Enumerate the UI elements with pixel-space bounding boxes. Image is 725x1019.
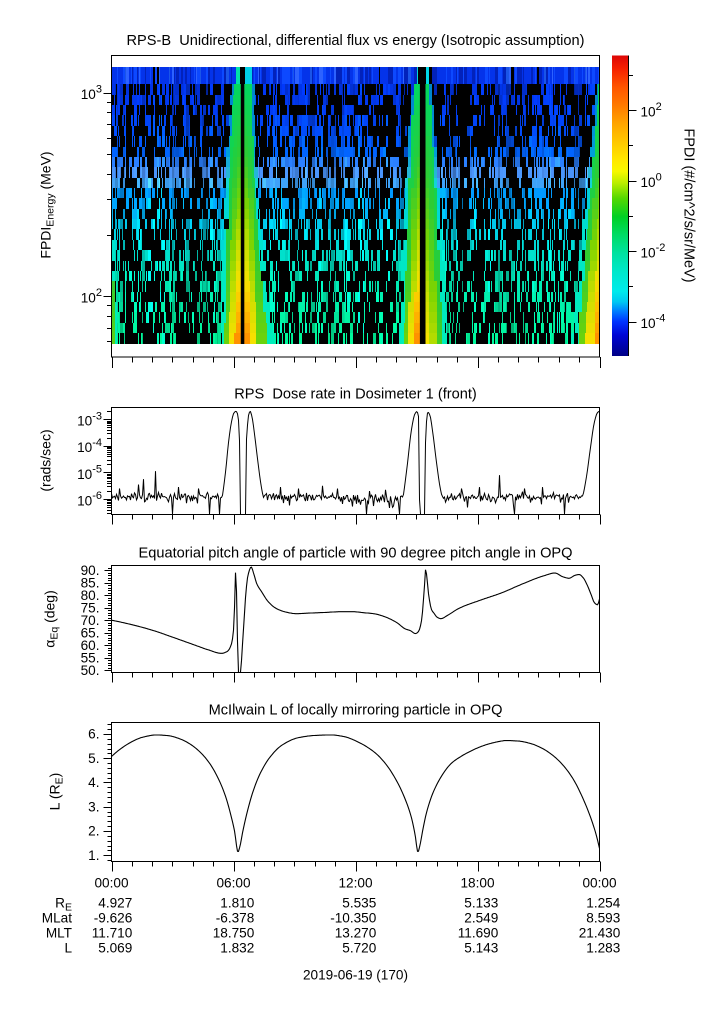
svg-text:65.: 65.	[81, 625, 100, 640]
svg-text:10-3: 10-3	[77, 410, 102, 428]
svg-text:00:00: 00:00	[94, 876, 128, 891]
svg-text:L (RE): L (RE)	[47, 773, 66, 811]
svg-text:(rads/sec): (rads/sec)	[38, 429, 54, 491]
svg-text:3.: 3.	[88, 799, 99, 814]
svg-text:60.: 60.	[81, 638, 100, 653]
svg-text:6.: 6.	[88, 727, 99, 742]
svg-text:85.: 85.	[81, 575, 100, 590]
svg-text:11.690: 11.690	[458, 926, 499, 941]
svg-text:2.: 2.	[88, 824, 99, 839]
svg-text:18:00: 18:00	[460, 876, 494, 891]
svg-text:103: 103	[81, 84, 102, 102]
svg-text:1.: 1.	[88, 848, 99, 863]
svg-text:5.720: 5.720	[342, 941, 376, 956]
svg-text:102: 102	[81, 287, 102, 305]
svg-text:Equatorial pitch angle of part: Equatorial pitch angle of particle with …	[138, 546, 572, 562]
svg-text:-10.350: -10.350	[330, 911, 377, 926]
svg-text:RPS-B Unidirectional, differe: RPS-B Unidirectional, differential flux …	[126, 33, 584, 49]
svg-text:10-2: 10-2	[641, 242, 666, 260]
svg-text:1.254: 1.254	[586, 896, 620, 911]
svg-text:αEq (deg): αEq (deg)	[42, 590, 61, 648]
svg-text:5.535: 5.535	[342, 896, 376, 911]
svg-text:MLT: MLT	[46, 926, 72, 941]
svg-text:2019-06-19 (170): 2019-06-19 (170)	[303, 968, 408, 983]
svg-text:5.069: 5.069	[98, 941, 132, 956]
svg-text:10-4: 10-4	[77, 437, 102, 455]
svg-text:5.: 5.	[88, 751, 99, 766]
svg-text:00:00: 00:00	[582, 876, 616, 891]
svg-text:5.143: 5.143	[464, 941, 498, 956]
svg-text:-6.378: -6.378	[216, 911, 255, 926]
svg-text:4.: 4.	[88, 775, 99, 790]
svg-text:100: 100	[641, 172, 662, 190]
svg-text:10-6: 10-6	[77, 490, 102, 508]
svg-text:4.927: 4.927	[98, 896, 132, 911]
svg-text:McIlwain L of locally mirrorin: McIlwain L of locally mirroring particle…	[209, 703, 503, 719]
svg-text:12:00: 12:00	[338, 876, 372, 891]
svg-text:10-4: 10-4	[641, 313, 666, 331]
svg-text:80.: 80.	[81, 588, 100, 603]
svg-text:1.283: 1.283	[586, 941, 620, 956]
svg-text:2.549: 2.549	[464, 911, 498, 926]
svg-text:10-5: 10-5	[77, 464, 102, 482]
svg-text:55.: 55.	[81, 650, 100, 665]
svg-text:11.710: 11.710	[92, 926, 133, 941]
svg-text:1.810: 1.810	[220, 896, 254, 911]
svg-text:-9.626: -9.626	[94, 911, 133, 926]
svg-text:21.430: 21.430	[579, 926, 621, 941]
svg-text:MLat: MLat	[42, 911, 72, 926]
svg-text:50.: 50.	[81, 663, 100, 678]
svg-text:FPDI (#/cm^2/s/sr/MeV): FPDI (#/cm^2/s/sr/MeV)	[681, 128, 697, 282]
svg-text:102: 102	[641, 101, 662, 119]
svg-text:L: L	[64, 941, 72, 956]
svg-text:1.832: 1.832	[220, 941, 254, 956]
svg-text:8.593: 8.593	[586, 911, 620, 926]
svg-text:13.270: 13.270	[335, 926, 377, 941]
svg-text:18.750: 18.750	[213, 926, 255, 941]
svg-text:RPS Dose rate in Dosimeter 1: RPS Dose rate in Dosimeter 1 (front)	[234, 387, 477, 403]
svg-text:70.: 70.	[81, 613, 100, 628]
svg-text:06:00: 06:00	[216, 876, 250, 891]
svg-text:FPDIEnergy (MeV): FPDIEnergy (MeV)	[38, 151, 57, 258]
svg-text:90.: 90.	[81, 563, 100, 578]
svg-text:5.133: 5.133	[464, 896, 498, 911]
svg-text:75.: 75.	[81, 600, 100, 615]
